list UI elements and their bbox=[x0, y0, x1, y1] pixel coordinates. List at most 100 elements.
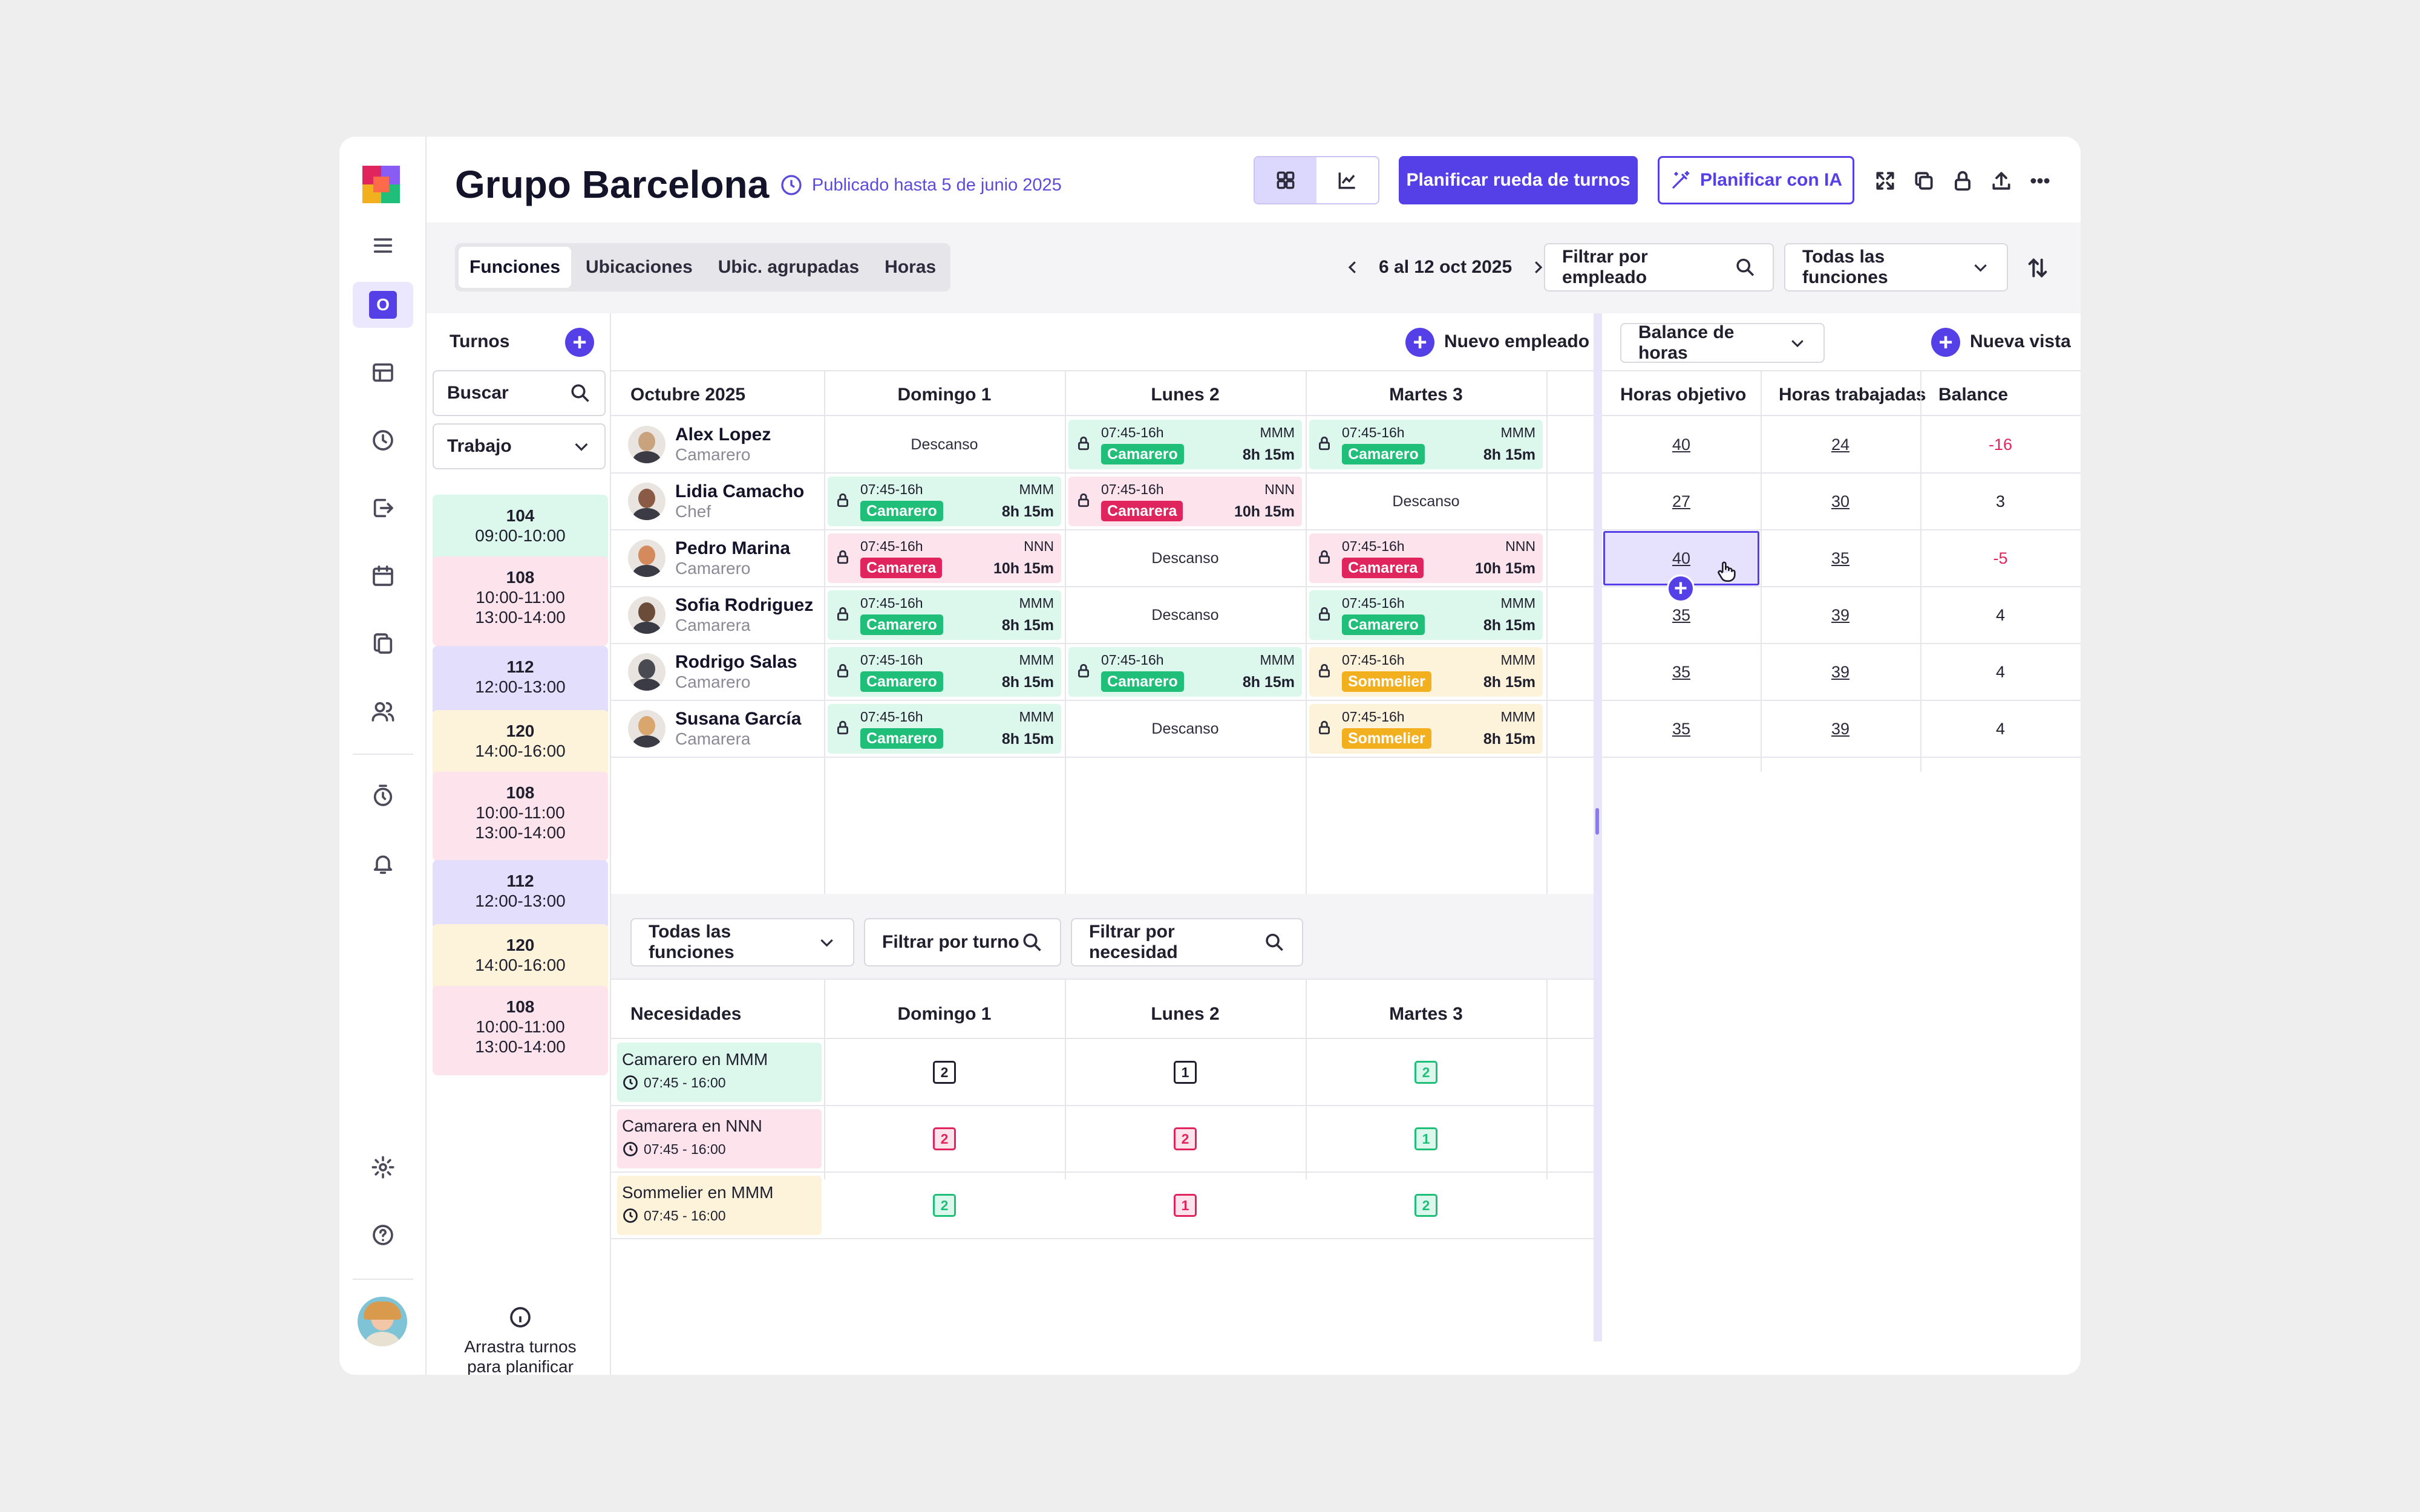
worked-hours[interactable]: 39 bbox=[1831, 605, 1850, 624]
users-icon[interactable] bbox=[365, 693, 401, 729]
clock-icon[interactable] bbox=[365, 422, 401, 458]
tab-ubic-agrupadas[interactable]: Ubic. agrupadas bbox=[718, 257, 860, 277]
lock-icon[interactable] bbox=[1950, 168, 1975, 194]
shift-card[interactable]: 104 09:00-10:00 bbox=[433, 495, 608, 564]
rest-cell[interactable]: Descanso bbox=[1392, 492, 1460, 510]
new-employee-button[interactable]: Nuevo empleado bbox=[1444, 331, 1590, 351]
shift-cell[interactable]: 07:45-16h MMM Camarero 8h 15m bbox=[828, 477, 1061, 526]
app-logo[interactable] bbox=[362, 166, 400, 203]
balance-view-select[interactable]: Balance de horas bbox=[1620, 322, 1825, 363]
chart-view-button[interactable] bbox=[1316, 157, 1378, 203]
chevron-left-icon[interactable] bbox=[1344, 258, 1362, 276]
shift-cell[interactable]: 07:45-16h MMM Sommelier 8h 15m bbox=[1309, 647, 1543, 697]
shift-cell[interactable]: 07:45-16h MMM Camarero 8h 15m bbox=[828, 704, 1061, 754]
shift-cell[interactable]: 07:45-16h NNN Camarera 10h 15m bbox=[828, 533, 1061, 583]
workspace-button[interactable]: O bbox=[353, 282, 413, 328]
chevron-right-icon[interactable] bbox=[1529, 258, 1547, 276]
grid-view-button[interactable] bbox=[1255, 157, 1316, 203]
splitter-handle[interactable] bbox=[1595, 808, 1599, 835]
worked-hours[interactable]: 39 bbox=[1831, 662, 1850, 681]
rest-cell[interactable]: Descanso bbox=[1151, 606, 1219, 624]
shift-cell[interactable]: 07:45-16h MMM Camarero 8h 15m bbox=[828, 590, 1061, 640]
filter-need-input[interactable]: Filtrar por necesidad bbox=[1071, 918, 1303, 966]
need-count[interactable]: 2 bbox=[933, 1194, 956, 1217]
shift-cell[interactable]: 07:45-16h MMM Camarero 8h 15m bbox=[1068, 420, 1302, 469]
tab-funciones[interactable]: Funciones bbox=[459, 247, 572, 288]
plan-wheel-button[interactable]: Planificar rueda de turnos bbox=[1399, 156, 1638, 204]
shift-cell[interactable]: 07:45-16h NNN Camarera 10h 15m bbox=[1309, 533, 1543, 583]
menu-icon[interactable] bbox=[365, 227, 401, 264]
bell-icon[interactable] bbox=[365, 846, 401, 882]
needs-functions-select[interactable]: Todas las funciones bbox=[630, 918, 854, 966]
shift-card[interactable]: 120 14:00-16:00 bbox=[433, 710, 608, 779]
shift-cell[interactable]: 07:45-16h MMM Camarero 8h 15m bbox=[1068, 647, 1302, 697]
target-hours[interactable]: 35 bbox=[1672, 662, 1691, 681]
worked-hours[interactable]: 35 bbox=[1831, 549, 1850, 567]
user-avatar[interactable] bbox=[358, 1297, 407, 1346]
more-icon[interactable] bbox=[2027, 168, 2053, 194]
functions-select[interactable]: Todas las funciones bbox=[1784, 243, 2008, 292]
worked-hours[interactable]: 39 bbox=[1831, 719, 1850, 738]
rest-cell[interactable]: Descanso bbox=[1151, 720, 1219, 737]
shift-cell[interactable]: 07:45-16h NNN Camarera 10h 15m bbox=[1068, 477, 1302, 526]
worked-hours[interactable]: 30 bbox=[1831, 492, 1850, 510]
shift-card[interactable]: 112 12:00-13:00 bbox=[433, 860, 608, 929]
need-label-cell[interactable]: Camarero en MMM 07:45 - 16:00 bbox=[617, 1043, 822, 1102]
employee-name[interactable]: Sofia Rodriguez bbox=[675, 595, 814, 615]
need-count[interactable]: 2 bbox=[1414, 1061, 1437, 1084]
need-count[interactable]: 2 bbox=[1414, 1194, 1437, 1217]
settings-icon[interactable] bbox=[365, 1149, 401, 1185]
table-icon[interactable] bbox=[365, 354, 401, 391]
need-label-cell[interactable]: Camarera en NNN 07:45 - 16:00 bbox=[617, 1109, 822, 1168]
new-view-button-icon[interactable]: + bbox=[1931, 328, 1960, 357]
exit-icon[interactable] bbox=[365, 490, 401, 526]
documents-icon[interactable] bbox=[365, 625, 401, 662]
filter-employee-input[interactable]: Filtrar por empleado bbox=[1544, 243, 1774, 292]
employee-name[interactable]: Rodrigo Salas bbox=[675, 652, 797, 672]
add-hours-button[interactable]: + bbox=[1667, 575, 1695, 602]
target-hours[interactable]: 35 bbox=[1672, 605, 1691, 624]
published-status[interactable]: Publicado hasta 5 de junio 2025 bbox=[779, 166, 1062, 204]
shift-cell[interactable]: 07:45-16h MMM Camarero 8h 15m bbox=[828, 647, 1061, 697]
shift-type-select[interactable]: Trabajo bbox=[433, 423, 606, 469]
upload-icon[interactable] bbox=[1989, 168, 2014, 194]
shift-card[interactable]: 108 10:00-11:00 13:00-14:00 bbox=[433, 986, 608, 1075]
shift-cell[interactable]: 07:45-16h MMM Camarero 8h 15m bbox=[1309, 420, 1543, 469]
need-count[interactable]: 1 bbox=[1414, 1127, 1437, 1150]
shift-card[interactable]: 108 10:00-11:00 13:00-14:00 bbox=[433, 556, 608, 646]
calendar-icon[interactable] bbox=[365, 558, 401, 594]
filter-shift-input[interactable]: Filtrar por turno bbox=[864, 918, 1061, 966]
worked-hours[interactable]: 24 bbox=[1831, 435, 1850, 454]
shift-cell[interactable]: 07:45-16h MMM Sommelier 8h 15m bbox=[1309, 704, 1543, 754]
need-count[interactable]: 1 bbox=[1174, 1194, 1197, 1217]
target-hours[interactable]: 27 bbox=[1672, 492, 1691, 510]
target-hours[interactable]: 40 bbox=[1672, 549, 1691, 567]
tab-ubicaciones[interactable]: Ubicaciones bbox=[586, 257, 693, 277]
sort-icon[interactable] bbox=[2025, 255, 2050, 281]
copy-icon[interactable] bbox=[1911, 168, 1937, 194]
shift-search-input[interactable]: Buscar bbox=[433, 370, 606, 416]
shift-card[interactable]: 120 14:00-16:00 bbox=[433, 924, 608, 993]
employee-name[interactable]: Susana García bbox=[675, 709, 802, 729]
shift-card[interactable]: 112 12:00-13:00 bbox=[433, 646, 608, 715]
need-count[interactable]: 2 bbox=[933, 1061, 956, 1084]
need-count[interactable]: 2 bbox=[1174, 1127, 1197, 1150]
employee-name[interactable]: Alex Lopez bbox=[675, 425, 771, 445]
target-hours[interactable]: 40 bbox=[1672, 435, 1691, 454]
need-count[interactable]: 2 bbox=[933, 1127, 956, 1150]
need-label-cell[interactable]: Sommelier en MMM 07:45 - 16:00 bbox=[617, 1176, 822, 1235]
timer-icon[interactable] bbox=[365, 778, 401, 814]
rest-cell[interactable]: Descanso bbox=[911, 435, 978, 453]
tab-horas[interactable]: Horas bbox=[885, 257, 937, 277]
employee-name[interactable]: Lidia Camacho bbox=[675, 481, 805, 501]
new-view-button[interactable]: Nueva vista bbox=[1970, 331, 2071, 351]
plan-ai-button[interactable]: Planificar con IA bbox=[1658, 156, 1854, 204]
new-employee-button-icon[interactable]: + bbox=[1405, 328, 1434, 357]
rest-cell[interactable]: Descanso bbox=[1151, 549, 1219, 567]
add-shift-button[interactable]: + bbox=[565, 328, 594, 357]
shift-cell[interactable]: 07:45-16h MMM Camarero 8h 15m bbox=[1309, 590, 1543, 640]
target-hours[interactable]: 35 bbox=[1672, 719, 1691, 738]
need-count[interactable]: 1 bbox=[1174, 1061, 1197, 1084]
help-icon[interactable] bbox=[365, 1217, 401, 1253]
expand-icon[interactable] bbox=[1872, 168, 1898, 194]
